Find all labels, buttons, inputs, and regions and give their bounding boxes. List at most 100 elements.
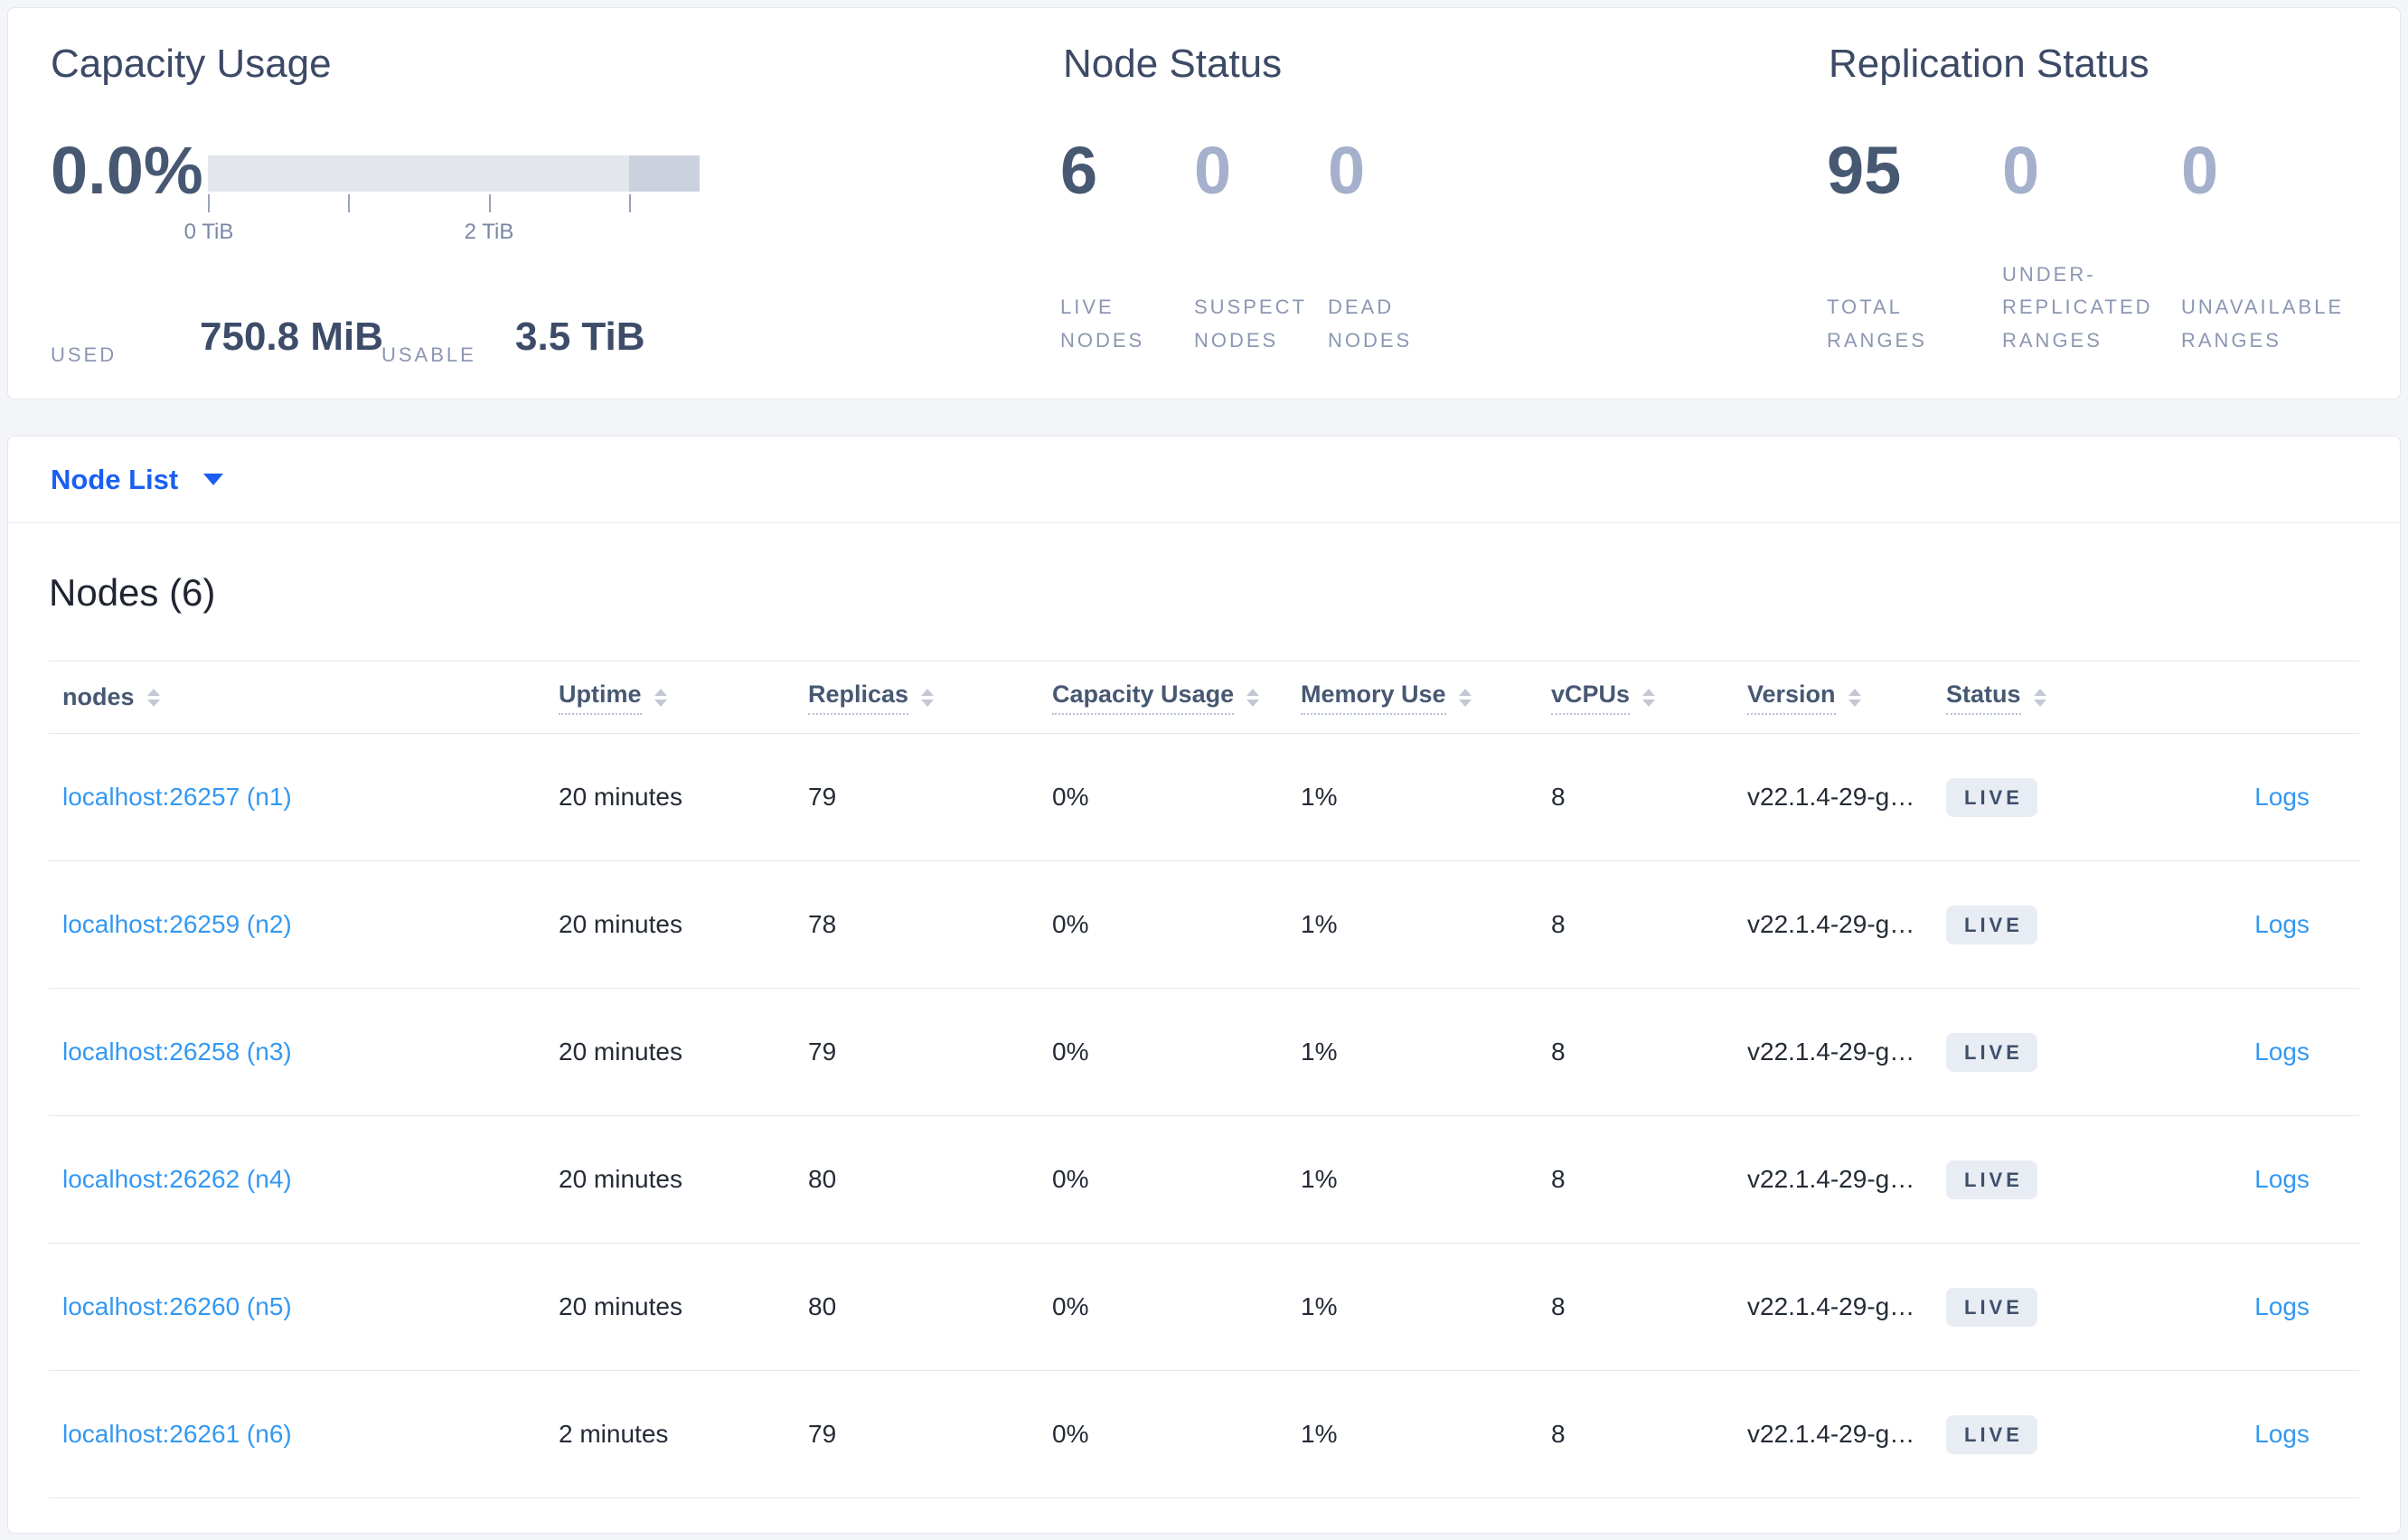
sort-asc-icon	[1848, 688, 1861, 696]
column-header[interactable]: Version	[1734, 681, 1933, 715]
capacity-usage-bar	[208, 155, 700, 192]
vcpus-cell: 8	[1551, 1165, 1566, 1193]
node-list-panel: Node List Nodes (6) nodes Uptime Replica…	[7, 436, 2401, 1534]
sort-icon[interactable]	[146, 688, 160, 707]
axis-tick-label: 2 TiB	[464, 220, 514, 244]
memory-use-cell: 1%	[1301, 1165, 1338, 1193]
version-cell: v22.1.4-29-g…	[1747, 1165, 1915, 1193]
stat-metric: 6 LIVE NODES	[1060, 8, 1182, 400]
node-table-row: localhost:26261 (n6) 2 minutes 79 0% 1% …	[49, 1371, 2359, 1498]
stat-metric-label: TOTAL RANGES	[1827, 296, 1927, 352]
used-value: 750.8 MiB	[200, 315, 383, 359]
column-header[interactable]: nodes	[49, 683, 545, 711]
stat-metric: 0 SUSPECT NODES	[1194, 8, 1321, 400]
uptime-cell: 2 minutes	[559, 1420, 669, 1448]
sort-desc-icon	[2033, 699, 2046, 707]
version-cell: v22.1.4-29-g…	[1747, 1038, 1915, 1066]
stat-metric-label: SUSPECT NODES	[1194, 296, 1307, 352]
column-header-label[interactable]: Uptime	[559, 681, 642, 715]
capacity-usage-cell: 0%	[1052, 1038, 1089, 1066]
stat-metric-value: 6	[1060, 133, 1098, 208]
memory-use-cell: 1%	[1301, 910, 1338, 938]
stat-metric-value: 0	[2002, 133, 2040, 208]
nodes-table-header: nodes Uptime Replicas Capacity Usage Mem…	[49, 662, 2359, 734]
sort-icon[interactable]	[1642, 688, 1656, 707]
column-header[interactable]: Capacity Usage	[1039, 681, 1287, 715]
nodes-table-body: localhost:26257 (n1) 20 minutes 79 0% 1%…	[49, 734, 2359, 1498]
sort-asc-icon	[1458, 688, 1472, 696]
sort-icon[interactable]	[2033, 688, 2046, 707]
stat-metric-label: UNDER-REPLICATED RANGES	[2002, 263, 2153, 352]
sort-icon[interactable]	[654, 688, 667, 707]
column-header-label[interactable]: vCPUs	[1551, 681, 1631, 715]
capacity-usage-cell: 0%	[1052, 1165, 1089, 1193]
vcpus-cell: 8	[1551, 1420, 1566, 1448]
axis-tick	[489, 194, 491, 212]
uptime-cell: 20 minutes	[559, 1292, 682, 1320]
memory-use-cell: 1%	[1301, 1038, 1338, 1066]
column-header-label[interactable]: Version	[1747, 681, 1836, 715]
status-badge: LIVE	[1946, 1032, 2037, 1072]
node-link[interactable]: localhost:26262 (n4)	[62, 1165, 292, 1193]
logs-link[interactable]: Logs	[2254, 1038, 2309, 1066]
sort-asc-icon	[1642, 688, 1656, 696]
stat-metric: 0 DEAD NODES	[1328, 8, 1450, 400]
column-header-label[interactable]: Capacity Usage	[1052, 681, 1235, 715]
column-header[interactable]: Memory Use	[1287, 681, 1538, 715]
sort-icon[interactable]	[1458, 688, 1472, 707]
node-link[interactable]: localhost:26257 (n1)	[62, 783, 292, 811]
replicas-cell: 80	[808, 1165, 837, 1193]
column-header-label[interactable]: Status	[1946, 681, 2021, 715]
column-header-label[interactable]: Memory Use	[1301, 681, 1446, 715]
sort-icon[interactable]	[1848, 688, 1861, 707]
sort-asc-icon	[2033, 688, 2046, 696]
logs-link[interactable]: Logs	[2254, 1165, 2309, 1193]
logs-link[interactable]: Logs	[2254, 1420, 2309, 1448]
view-selector-label[interactable]: Node List	[51, 463, 179, 495]
replicas-cell: 79	[808, 1420, 837, 1448]
logs-link[interactable]: Logs	[2254, 910, 2309, 938]
uptime-cell: 20 minutes	[559, 1038, 682, 1066]
column-header[interactable]: Replicas	[795, 681, 1039, 715]
memory-use-cell: 1%	[1301, 1420, 1338, 1448]
chevron-down-icon	[203, 474, 224, 485]
sort-asc-icon	[654, 688, 667, 696]
axis-tick	[208, 194, 210, 212]
column-header-label[interactable]: nodes	[62, 683, 135, 710]
nodes-table: nodes Uptime Replicas Capacity Usage Mem…	[49, 661, 2359, 1498]
node-table-row: localhost:26257 (n1) 20 minutes 79 0% 1%…	[49, 734, 2359, 861]
column-header[interactable]: vCPUs	[1538, 681, 1734, 715]
replicas-cell: 78	[808, 910, 837, 938]
status-badge: LIVE	[1946, 1160, 2037, 1199]
sort-asc-icon	[146, 688, 160, 696]
column-header[interactable]: Uptime	[545, 681, 795, 715]
column-header-label[interactable]: Replicas	[808, 681, 909, 715]
uptime-cell: 20 minutes	[559, 1165, 682, 1193]
capacity-used-percent: 0.0%	[51, 133, 203, 208]
vcpus-cell: 8	[1551, 910, 1566, 938]
status-badge: LIVE	[1946, 1287, 2037, 1327]
version-cell: v22.1.4-29-g…	[1747, 1420, 1915, 1448]
node-link[interactable]: localhost:26258 (n3)	[62, 1038, 292, 1066]
stat-metric-value: 0	[1194, 133, 1232, 208]
node-link[interactable]: localhost:26261 (n6)	[62, 1420, 292, 1448]
version-cell: v22.1.4-29-g…	[1747, 1292, 1915, 1320]
stat-metric: 0 UNAVAILABLE RANGES	[2181, 8, 2375, 400]
stat-metric-value: 95	[1827, 133, 1902, 208]
logs-link[interactable]: Logs	[2254, 783, 2309, 811]
replicas-cell: 79	[808, 783, 837, 811]
sort-desc-icon	[921, 699, 935, 707]
logs-link[interactable]: Logs	[2254, 1292, 2309, 1320]
node-link[interactable]: localhost:26260 (n5)	[62, 1292, 292, 1320]
axis-tick-label: 0 TiB	[183, 220, 234, 244]
sort-icon[interactable]	[1246, 688, 1260, 707]
sort-icon[interactable]	[921, 688, 935, 707]
uptime-cell: 20 minutes	[559, 910, 682, 938]
node-link[interactable]: localhost:26259 (n2)	[62, 910, 292, 938]
view-selector-dropdown[interactable]: Node List	[8, 437, 2400, 523]
stat-metric-value: 0	[1328, 133, 1366, 208]
stat-metric: 95 TOTAL RANGES	[1827, 8, 1971, 400]
replicas-cell: 80	[808, 1292, 837, 1320]
column-header[interactable]: Status	[1933, 681, 2123, 715]
